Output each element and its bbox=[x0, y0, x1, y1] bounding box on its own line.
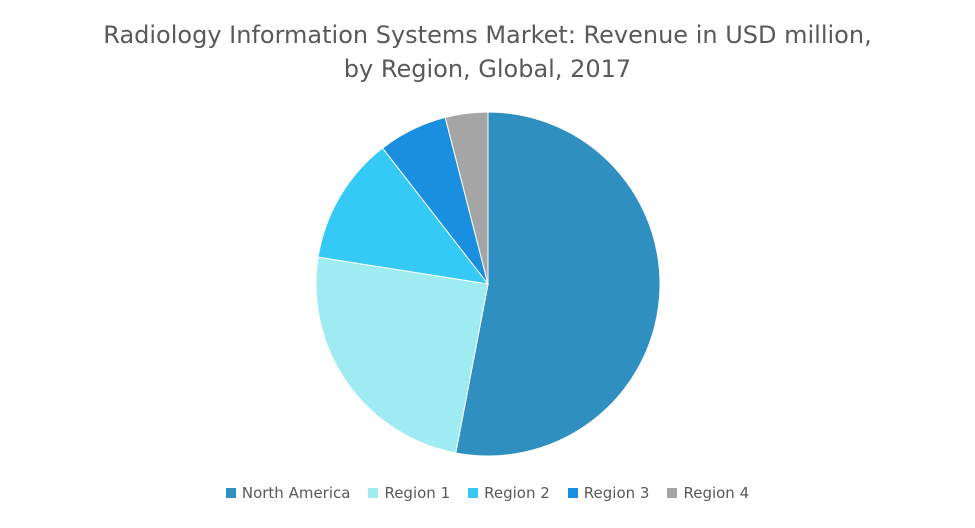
legend-swatch bbox=[368, 488, 379, 498]
legend-label: Region 2 bbox=[484, 484, 550, 502]
pie-slice-region-1 bbox=[315, 256, 489, 454]
legend-swatch bbox=[225, 488, 236, 498]
pie-slice-north-america bbox=[455, 111, 661, 457]
pie-slice-region-2 bbox=[317, 147, 490, 285]
chart-title: Radiology Information Systems Market: Re… bbox=[0, 18, 975, 86]
pie-slice-region-4 bbox=[444, 111, 489, 285]
legend-swatch bbox=[468, 488, 479, 498]
legend-label: North America bbox=[241, 484, 351, 502]
legend-label: Region 1 bbox=[384, 484, 451, 502]
legend-item-region-3: Region 3 bbox=[567, 484, 650, 502]
legend-swatch bbox=[667, 488, 678, 498]
chart-legend: North America Region 1 Region 2 Region 3 Reg… bbox=[0, 484, 975, 502]
chart-title-line-1: Radiology Information Systems Market: Re… bbox=[103, 21, 872, 49]
legend-swatch bbox=[567, 488, 578, 498]
legend-item-region-1: Region 1 bbox=[368, 484, 450, 502]
legend-item-region-2: Region 2 bbox=[468, 484, 550, 502]
legend-item-region-4: Region 4 bbox=[667, 484, 749, 502]
legend-label: Region 4 bbox=[683, 484, 750, 502]
legend-label: Region 3 bbox=[583, 484, 650, 502]
chart-title-line-2: by Region, Global, 2017 bbox=[343, 55, 632, 83]
legend-item-north-america: North America bbox=[225, 484, 351, 502]
